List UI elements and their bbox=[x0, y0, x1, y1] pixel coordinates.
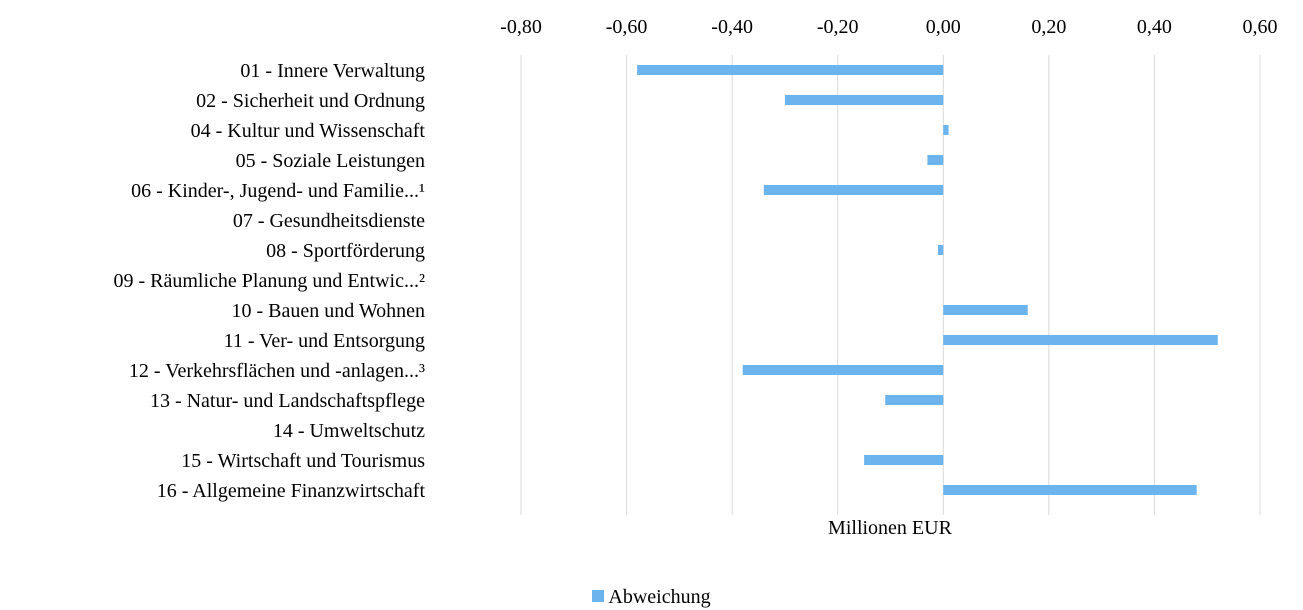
category-label: 01 - Innere Verwaltung bbox=[240, 60, 425, 82]
category-label: 10 - Bauen und Wohnen bbox=[231, 300, 425, 322]
bars bbox=[637, 65, 1218, 495]
category-label: 13 - Natur- und Landschaftspflege bbox=[150, 390, 425, 412]
x-tick-label: -0,60 bbox=[606, 16, 648, 38]
category-label: 14 - Umweltschutz bbox=[273, 420, 425, 442]
category-label: 12 - Verkehrsflächen und -anlagen...³ bbox=[129, 360, 425, 382]
category-label: 15 - Wirtschaft und Tourismus bbox=[181, 450, 425, 472]
category-label: 04 - Kultur und Wissenschaft bbox=[191, 120, 426, 142]
bar bbox=[637, 65, 944, 75]
legend-swatch bbox=[592, 590, 605, 603]
category-label: 05 - Soziale Leistungen bbox=[236, 150, 425, 172]
x-tick-label: -0,80 bbox=[500, 16, 542, 38]
gridlines bbox=[520, 55, 1261, 515]
x-tick-label: -0,40 bbox=[711, 16, 753, 38]
x-tick-label: 0,00 bbox=[926, 16, 961, 38]
bar bbox=[943, 125, 949, 135]
category-label: 16 - Allgemeine Finanzwirtschaft bbox=[157, 480, 426, 502]
category-label: 07 - Gesundheitsdienste bbox=[233, 210, 425, 232]
bar bbox=[784, 95, 944, 105]
bar-chart: -0,80 -0,60 -0,40 -0,20 0,00 0,20 0,40 0,60 01 … bbox=[113, 16, 1277, 539]
bar bbox=[938, 245, 944, 255]
bar bbox=[742, 365, 944, 375]
bar bbox=[943, 305, 1028, 315]
bar bbox=[943, 485, 1197, 495]
bar bbox=[763, 185, 944, 195]
x-tick-label: -0,20 bbox=[817, 16, 859, 38]
bar bbox=[864, 455, 944, 465]
category-label: 02 - Sicherheit und Ordnung bbox=[196, 90, 425, 112]
x-tick-label: 0,60 bbox=[1243, 16, 1278, 38]
category-labels: 01 - Innere Verwaltung 02 - Sicherheit un… bbox=[113, 60, 425, 502]
x-tick-label: 0,20 bbox=[1031, 16, 1066, 38]
legend-label: Abweichung bbox=[608, 586, 711, 608]
category-label: 09 - Räumliche Planung und Entwic...² bbox=[113, 270, 425, 292]
category-label: 06 - Kinder-, Jugend- und Familie...¹ bbox=[131, 180, 425, 202]
legend: Abweichung bbox=[0, 585, 1303, 609]
x-axis-label: Millionen EUR bbox=[828, 517, 953, 539]
bar bbox=[943, 335, 1218, 345]
bar bbox=[885, 395, 944, 405]
category-label: 11 - Ver- und Entsorgung bbox=[224, 330, 425, 352]
x-tick-label: 0,40 bbox=[1137, 16, 1172, 38]
bar bbox=[927, 155, 944, 165]
x-tick-labels: -0,80 -0,60 -0,40 -0,20 0,00 0,20 0,40 0,60 bbox=[500, 16, 1277, 38]
category-label: 08 - Sportförderung bbox=[266, 240, 425, 262]
